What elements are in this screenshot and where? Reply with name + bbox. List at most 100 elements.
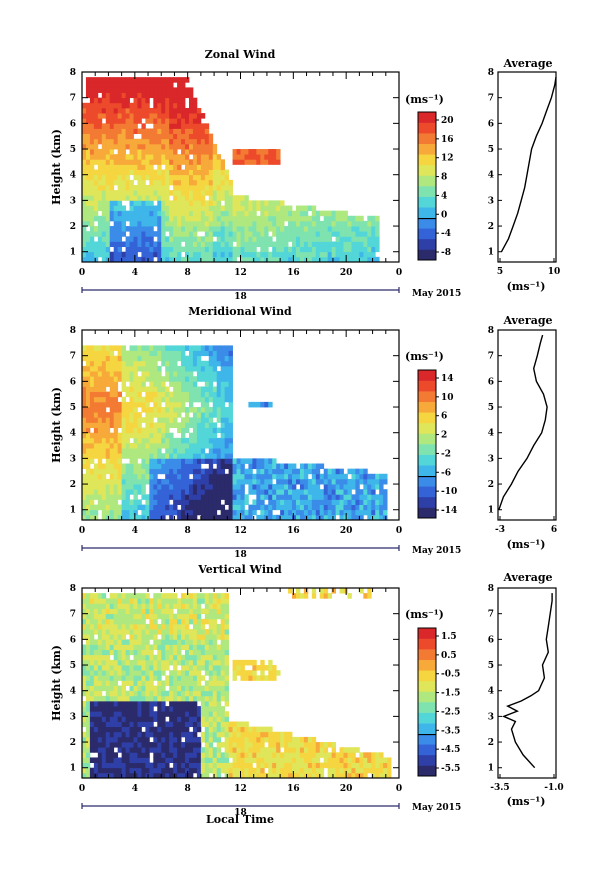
heatmap-cell: [192, 711, 198, 717]
heatmap-cell: [311, 499, 317, 505]
heatmap-cell: [101, 128, 107, 135]
heatmap-cell: [161, 762, 166, 769]
heatmap-cell: [157, 670, 162, 676]
heatmap-cell: [212, 143, 218, 150]
heatmap-cell: [125, 762, 130, 769]
heatmap-cell: [117, 603, 123, 609]
heatmap-cell: [97, 659, 103, 666]
heatmap-cell: [157, 442, 162, 449]
heatmap-cell: [181, 644, 186, 651]
heatmap-cell: [125, 499, 130, 505]
heatmap-cell: [105, 92, 111, 99]
heatmap-cell: [220, 231, 226, 237]
heatmap-cell: [200, 494, 206, 500]
heatmap-cell: [284, 236, 289, 242]
heatmap-cell: [181, 391, 186, 398]
heatmap-cell: [224, 736, 230, 743]
heatmap-cell: [371, 494, 376, 500]
heatmap-cell: [177, 762, 182, 769]
heatmap-cell: [212, 504, 218, 511]
heatmap-cell: [204, 494, 210, 500]
heatmap-cell: [153, 92, 158, 99]
heatmap-cell: [109, 231, 115, 237]
heatmap-cell: [295, 509, 301, 516]
heatmap-cell: [224, 680, 230, 686]
heatmap-cell: [264, 463, 269, 470]
heatmap-cell: [161, 226, 166, 232]
heatmap-cell: [157, 350, 162, 357]
heatmap-cell: [248, 458, 253, 464]
heatmap-cell: [192, 220, 198, 227]
heatmap-cell: [292, 210, 297, 217]
heatmap-cell: [212, 736, 218, 743]
heatmap-cell: [145, 401, 150, 408]
heatmap-cell: [181, 401, 186, 408]
heatmap-cell: [173, 87, 178, 93]
heatmap-cell: [181, 123, 186, 129]
heatmap-cell: [133, 654, 138, 661]
heatmap-cell: [105, 350, 111, 357]
heatmap-cell: [292, 509, 297, 516]
heatmap-cell: [93, 417, 99, 423]
heatmap-cell: [260, 468, 265, 475]
colorbar-swatch: [418, 196, 436, 208]
heatmap-cell: [165, 210, 170, 217]
heatmap-cell: [351, 226, 356, 232]
heatmap-cell: [121, 417, 126, 423]
heatmap-cell: [109, 256, 115, 262]
heatmap-cell: [82, 458, 87, 464]
heatmap-cell: [113, 644, 119, 651]
heatmap-cell: [93, 256, 99, 262]
heatmap-cell: [181, 442, 186, 449]
heatmap-cell: [157, 675, 162, 681]
heatmap-cell: [192, 448, 198, 454]
heatmap-cell: [181, 345, 186, 351]
heatmap-cell: [141, 463, 146, 470]
heatmap-cell: [113, 706, 119, 712]
heatmap-cell: [292, 772, 297, 778]
heatmap-cell: [141, 376, 146, 382]
heatmap-cell: [200, 113, 206, 119]
heatmap-cell: [117, 401, 123, 408]
heatmap-cell: [141, 514, 146, 520]
heatmap-cell: [93, 215, 99, 222]
heatmap-cell: [204, 731, 210, 738]
heatmap-cell: [268, 670, 273, 676]
heatmap-cell: [343, 494, 348, 500]
heatmap-cell: [359, 494, 364, 500]
heatmap-cell: [375, 509, 380, 516]
heatmap-cell: [101, 200, 107, 206]
heatmap-cell: [177, 448, 182, 454]
heatmap-cell: [145, 143, 150, 150]
heatmap-cell: [161, 97, 166, 104]
heatmap-cell: [113, 422, 119, 428]
heatmap-cell: [141, 231, 146, 237]
heatmap-cell: [113, 593, 119, 599]
heatmap-cell: [145, 659, 150, 666]
heatmap-cell: [121, 355, 126, 362]
heatmap-cell: [153, 629, 158, 635]
heatmap-cell: [97, 603, 103, 609]
heatmap-cell: [161, 623, 166, 630]
heatmap-cell: [200, 154, 206, 160]
heatmap-cell: [240, 149, 245, 155]
heatmap-cell: [177, 484, 182, 490]
heatmap-cell: [204, 256, 210, 262]
heatmap-cell: [157, 695, 162, 702]
heatmap-cell: [232, 251, 237, 258]
heatmap-cell: [129, 77, 134, 83]
heatmap-cell: [133, 695, 138, 702]
heatmap-cell: [82, 629, 87, 635]
heatmap-cell: [212, 226, 218, 232]
heatmap-cell: [121, 473, 126, 480]
heatmap-cell: [89, 231, 95, 237]
heatmap-cell: [200, 179, 206, 186]
heatmap-cell: [295, 489, 301, 495]
heatmap-cell: [121, 767, 126, 774]
heatmap-cell: [137, 644, 142, 651]
heatmap-cell: [133, 113, 138, 119]
heatmap-cell: [157, 458, 162, 464]
heatmap-cell: [82, 412, 87, 418]
heatmap-cell: [82, 608, 87, 615]
heatmap-cell: [97, 169, 103, 176]
